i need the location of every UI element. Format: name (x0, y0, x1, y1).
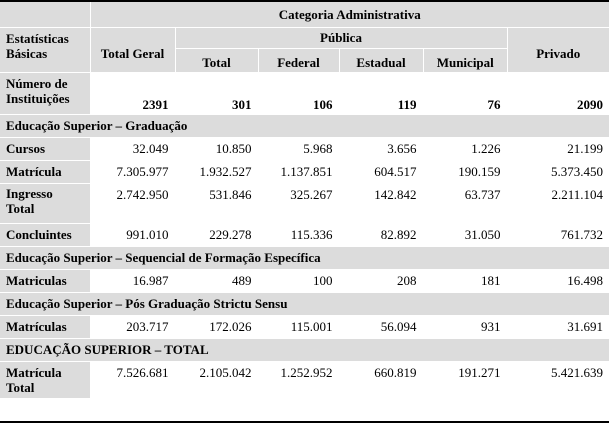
row-label: Matrícula Total (0, 361, 91, 399)
cell-value: 1.226 (423, 137, 508, 161)
cell-value: 5.968 (258, 137, 340, 161)
cell-value: 229.278 (175, 223, 259, 247)
cell-value: 1.137.851 (258, 160, 340, 184)
cell-value: 7.305.977 (90, 160, 176, 184)
section-title: Educação Superior – Graduação (0, 114, 609, 138)
cell-value: 21.199 (507, 137, 609, 161)
cell-value: 1.932.527 (175, 160, 259, 184)
cell-value: 31.050 (423, 223, 508, 247)
table-top-rule (0, 0, 609, 2)
cell-value: 56.094 (339, 315, 424, 339)
table-row: Número de Instituições 2391 301 106 119 … (0, 72, 609, 115)
row-label: Concluintes (0, 223, 91, 247)
cell-value: 191.271 (423, 361, 508, 399)
cell-value: 203.717 (90, 315, 176, 339)
cell-value: 3.656 (339, 137, 424, 161)
total-geral-header: Total Geral (90, 27, 176, 73)
table-row: Matrícula 7.305.977 1.932.527 1.137.851 … (0, 160, 609, 184)
table-row: Matrículas 203.717 172.026 115.001 56.09… (0, 315, 609, 339)
statistics-table: Categoria Administrativa Estatísticas Bá… (0, 2, 609, 399)
row-label: Ingresso Total (0, 183, 91, 224)
federal-header: Federal (258, 48, 340, 73)
cell-value: 931 (423, 315, 508, 339)
cell-value: 142.842 (339, 183, 424, 224)
section-header-total: EDUCAÇÃO SUPERIOR – TOTAL (0, 338, 609, 362)
cell-value: 5.421.639 (507, 361, 609, 399)
cell-value: 2.105.042 (175, 361, 259, 399)
table-row: Matriculas 16.987 489 100 208 181 16.498 (0, 269, 609, 293)
cell-value: 660.819 (339, 361, 424, 399)
header-row-publica: Estatísticas Básicas Total Geral Pública… (0, 27, 609, 73)
cell-value: 31.691 (507, 315, 609, 339)
cell-value: 100 (258, 269, 340, 293)
cell-value: 115.336 (258, 223, 340, 247)
cell-value: 2.742.950 (90, 183, 176, 224)
cell-value: 16.987 (90, 269, 176, 293)
cell-value: 119 (339, 72, 424, 115)
cell-value: 5.373.450 (507, 160, 609, 184)
cell-value: 761.732 (507, 223, 609, 247)
row-label: Matrículas (0, 315, 91, 339)
cell-value: 106 (258, 72, 340, 115)
section-header-graduacao: Educação Superior – Graduação (0, 114, 609, 138)
table-bottom-rule (0, 421, 609, 423)
cell-value: 32.049 (90, 137, 176, 161)
estadual-header: Estadual (339, 48, 424, 73)
cell-value: 10.850 (175, 137, 259, 161)
table-row: Cursos 32.049 10.850 5.968 3.656 1.226 2… (0, 137, 609, 161)
section-title: EDUCAÇÃO SUPERIOR – TOTAL (0, 338, 609, 362)
privado-header: Privado (507, 27, 609, 73)
table-row: Matrícula Total 7.526.681 2.105.042 1.25… (0, 361, 609, 399)
cell-value: 181 (423, 269, 508, 293)
cell-value: 489 (175, 269, 259, 293)
header-row-category: Categoria Administrativa (0, 2, 609, 28)
total-header: Total (175, 48, 259, 73)
cell-value: 991.010 (90, 223, 176, 247)
cell-value: 190.159 (423, 160, 508, 184)
row-label: Matriculas (0, 269, 91, 293)
table-row: Concluintes 991.010 229.278 115.336 82.8… (0, 223, 609, 247)
municipal-header: Municipal (423, 48, 507, 73)
cell-value: 325.267 (258, 183, 340, 224)
cell-value: 115.001 (258, 315, 340, 339)
cell-value: 76 (423, 72, 508, 115)
publica-header: Pública (175, 27, 508, 49)
section-title: Educação Superior – Pós Graduação Strict… (0, 292, 609, 316)
section-title: Educação Superior – Sequencial de Formaç… (0, 246, 609, 270)
cell-value: 531.846 (175, 183, 259, 224)
row-label: Matrícula (0, 160, 91, 184)
cell-value: 2391 (90, 72, 176, 115)
cell-value: 2.211.104 (507, 183, 609, 224)
cell-value: 1.252.952 (258, 361, 340, 399)
cell-value: 2090 (507, 72, 609, 115)
cell-value: 604.517 (339, 160, 424, 184)
table-row: Ingresso Total 2.742.950 531.846 325.267… (0, 183, 609, 224)
row-label: Cursos (0, 137, 91, 161)
cell-value: 63.737 (423, 183, 508, 224)
cell-value: 82.892 (339, 223, 424, 247)
basic-stats-header: Estatísticas Básicas (0, 27, 91, 73)
cell-value: 172.026 (175, 315, 259, 339)
section-header-pos-graduacao: Educação Superior – Pós Graduação Strict… (0, 292, 609, 316)
row-label: Número de Instituições (0, 72, 91, 115)
cell-value: 301 (175, 72, 259, 115)
cell-value: 208 (339, 269, 424, 293)
section-header-sequencial: Educação Superior – Sequencial de Formaç… (0, 246, 609, 270)
header-row-subcategories: Total Federal Estadual Municipal (0, 48, 609, 73)
category-header: Categoria Administrativa (90, 2, 609, 28)
cell-value: 16.498 (507, 269, 609, 293)
cell-value: 7.526.681 (90, 361, 176, 399)
